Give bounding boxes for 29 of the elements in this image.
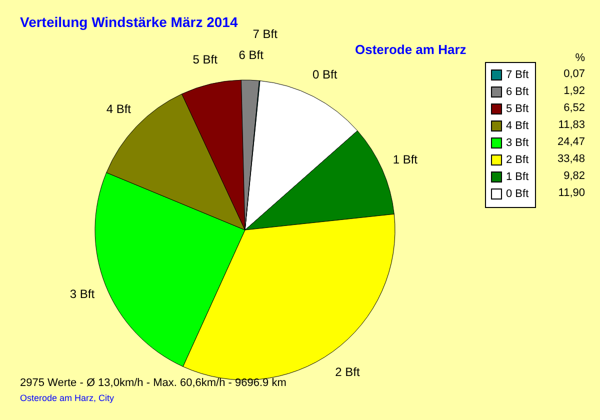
legend-label: 4 Bft bbox=[506, 120, 529, 132]
legend-label: 6 Bft bbox=[506, 86, 529, 98]
slice-label: 6 Bft bbox=[238, 48, 264, 62]
text: Osterode am Harz, City bbox=[20, 393, 115, 403]
data-label: 1,92 bbox=[564, 85, 585, 97]
legend-title: % bbox=[575, 52, 586, 64]
data-label: 11,83 bbox=[558, 119, 585, 131]
data-label: 6,52 bbox=[564, 102, 585, 114]
slice-label: 2 Bft bbox=[335, 364, 360, 379]
legend-label: 5 Bft bbox=[506, 103, 529, 115]
chart-title: Verteilung Windstärke März 2014 bbox=[20, 14, 238, 30]
legend-label: 2 Bft bbox=[506, 154, 529, 166]
legend-label: 0 Bft bbox=[506, 188, 529, 200]
legend-label: 3 Bft bbox=[506, 137, 529, 149]
slice-label: 5 Bft bbox=[192, 52, 218, 67]
data-label: 0,07 bbox=[564, 68, 585, 80]
data-label: 33,48 bbox=[557, 153, 585, 165]
data-label: 24,47 bbox=[557, 136, 585, 148]
legend-label: 7 Bft bbox=[506, 69, 529, 81]
text: 2975 Werte - Ø 13,0km/h - Max. 60,6km/h - 9696.9 km bbox=[20, 377, 286, 389]
data-label: 9,82 bbox=[564, 170, 585, 182]
slice-label: 0 Bft bbox=[312, 67, 338, 82]
legend-label: 1 Bft bbox=[506, 171, 529, 183]
text: Osterode am Harz bbox=[355, 42, 467, 57]
slice-label: 3 Bft bbox=[70, 287, 96, 302]
slice-label: 1 Bft bbox=[392, 152, 418, 166]
data-label: 11,90 bbox=[558, 187, 585, 199]
slice-label: 4 Bft bbox=[106, 102, 132, 116]
slice-label: 7 Bft bbox=[252, 27, 278, 42]
